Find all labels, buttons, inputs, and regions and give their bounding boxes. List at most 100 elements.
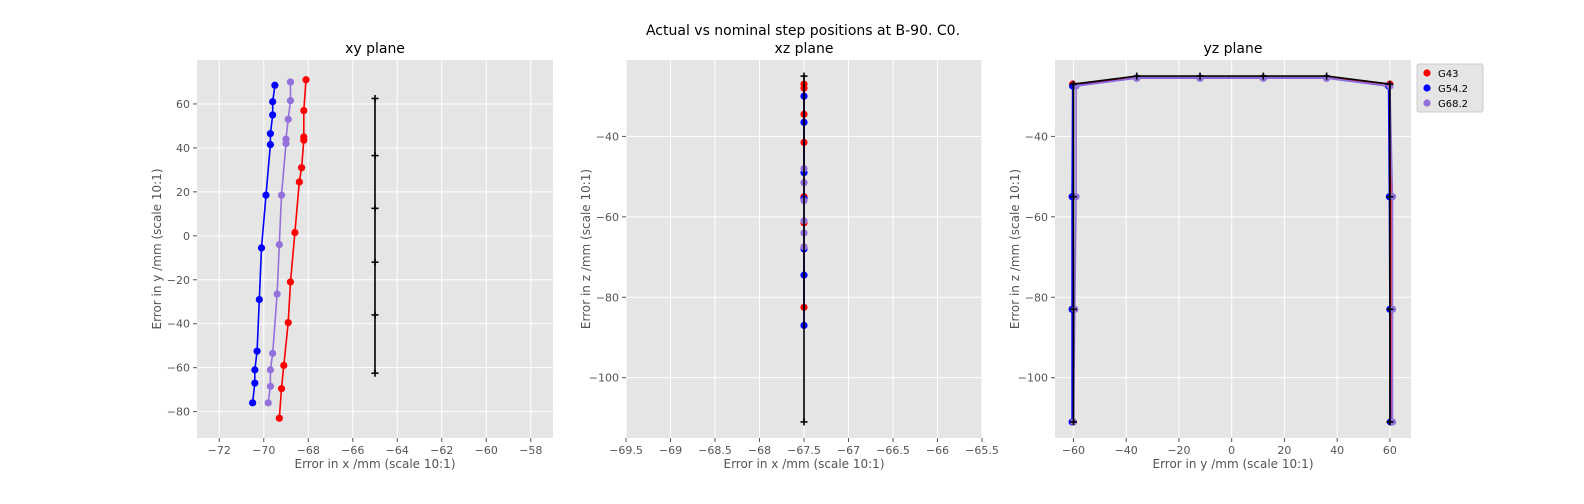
y-tick-label: 0 xyxy=(183,230,190,243)
x-tick-label: −64 xyxy=(386,444,409,457)
panels: −72 −70 −68 −66 −64 −62 −60 −58 −80 −60 −40 −20 0 20 4… xyxy=(150,41,1411,471)
nominal-point xyxy=(1386,418,1394,426)
nominal-point xyxy=(1386,305,1394,313)
data-point-g68-2 xyxy=(277,191,286,199)
legend-box xyxy=(1416,63,1484,113)
x-axis-label: Error in x /mm (scale 10:1) xyxy=(294,457,455,471)
y-tick-label: −80 xyxy=(1025,291,1048,304)
legend-marker xyxy=(1423,84,1431,92)
y-tick-label: 20 xyxy=(176,186,190,199)
x-tick-label: −60 xyxy=(1062,444,1085,457)
x-tick-label: −70 xyxy=(252,444,275,457)
nominal-point xyxy=(800,72,808,80)
series-line-g43 xyxy=(278,79,307,419)
data-point-g54-2 xyxy=(255,295,263,304)
data-point-g43 xyxy=(300,136,308,144)
nominal-point xyxy=(800,418,808,426)
data-point-g43 xyxy=(291,228,299,237)
x-tick-label: 0 xyxy=(1228,444,1235,457)
data-point-g43 xyxy=(277,384,286,393)
data-point-g54-2 xyxy=(253,347,261,355)
nominal-point xyxy=(1196,72,1204,80)
data-point-g54-2 xyxy=(269,111,277,119)
data-point-g43 xyxy=(295,178,303,186)
panel-title: xy plane xyxy=(345,41,405,57)
series-line-g68-2 xyxy=(1072,77,1394,422)
y-tick-label: −40 xyxy=(596,130,619,143)
series-group xyxy=(800,72,808,426)
data-point-g54-2 xyxy=(266,130,275,138)
legend-label: G68.2 xyxy=(1438,99,1468,110)
data-point-g43 xyxy=(286,278,295,286)
data-point-g68-2 xyxy=(286,78,295,86)
data-point-g68-2 xyxy=(269,349,277,357)
data-point-g54-2 xyxy=(269,98,277,106)
panel-2: −69.5 −69 −68.5 −68 −67.5 −67 −66.5 −66 −65.5 −10… xyxy=(579,41,999,471)
y-tick-label: −20 xyxy=(167,274,190,287)
data-point-g68-2 xyxy=(286,97,295,105)
nominal-point xyxy=(371,369,379,377)
y-tick-label: −40 xyxy=(1025,130,1048,143)
y-tick-label: −80 xyxy=(167,406,190,419)
data-point-g54-2 xyxy=(271,81,279,89)
series-group xyxy=(249,76,379,422)
y-axis-label: Error in z /mm (scale 10:1) xyxy=(579,169,593,329)
x-tick-label: −65.5 xyxy=(965,444,999,457)
panel-title: xz plane xyxy=(775,41,834,57)
data-point-g54-2 xyxy=(251,379,259,387)
nominal-point xyxy=(1323,72,1331,80)
data-point-g43 xyxy=(297,164,306,172)
y-axis-label: Error in z /mm (scale 10:1) xyxy=(1008,169,1022,329)
legend-label: G54.2 xyxy=(1438,84,1468,95)
data-point-g43 xyxy=(280,361,288,370)
legend-label: G43 xyxy=(1438,69,1458,80)
x-tick-label: −68.5 xyxy=(698,444,732,457)
data-point-g54-2 xyxy=(251,366,259,374)
x-tick-label: 20 xyxy=(1277,444,1291,457)
legend: G43 G54.2 G68.2 xyxy=(1416,63,1484,113)
x-tick-label: −40 xyxy=(1115,444,1138,457)
x-tick-label: −68 xyxy=(748,444,771,457)
nominal-point xyxy=(1069,305,1077,313)
nominal-point xyxy=(371,258,379,266)
panel-title: yz plane xyxy=(1204,41,1263,57)
nominal-point xyxy=(371,311,379,319)
data-point-g43 xyxy=(300,106,308,115)
panel-1: −72 −70 −68 −66 −64 −62 −60 −58 −80 −60 −40 −20 0 20 4… xyxy=(150,41,553,471)
x-tick-label: −62 xyxy=(430,444,453,457)
nominal-point xyxy=(371,204,379,212)
data-point-g43 xyxy=(284,319,292,327)
x-tick-label: −66 xyxy=(926,444,949,457)
y-axis-label: Error in y /mm (scale 10:1) xyxy=(150,168,164,329)
y-tick-label: −40 xyxy=(167,318,190,331)
figure-title: Actual vs nominal step positions at B-90… xyxy=(646,23,960,39)
data-point-g68-2 xyxy=(273,290,281,298)
nominal-point xyxy=(1259,72,1267,80)
data-point-g43 xyxy=(275,414,283,422)
nominal-point xyxy=(1069,80,1077,88)
x-tick-label: 40 xyxy=(1330,444,1344,457)
panel-3: −60 −40 −20 0 20 40 60 −100 −80 −60 −40 yz plane Err… xyxy=(1008,41,1411,471)
data-point-g68-2 xyxy=(275,241,283,249)
y-tick-label: −100 xyxy=(589,372,619,385)
x-axis-label: Error in y /mm (scale 10:1) xyxy=(1152,457,1313,471)
nominal-point xyxy=(371,152,379,160)
x-tick-label: −69.5 xyxy=(609,444,643,457)
data-point-g68-2 xyxy=(284,115,292,123)
y-tick-label: −60 xyxy=(167,362,190,375)
data-point-g68-2 xyxy=(266,366,275,374)
series-line-nominal xyxy=(1072,75,1391,422)
x-tick-label: −67.5 xyxy=(787,444,821,457)
nominal-point xyxy=(1386,80,1394,88)
data-point-g68-2 xyxy=(264,399,272,407)
x-tick-label: −72 xyxy=(208,444,231,457)
data-point-g54-2 xyxy=(257,244,266,252)
x-tick-label: 60 xyxy=(1383,444,1397,457)
x-tick-label: −20 xyxy=(1167,444,1190,457)
x-tick-label: −69 xyxy=(659,444,682,457)
nominal-point xyxy=(1386,193,1394,201)
legend-marker xyxy=(1423,69,1431,77)
y-tick-label: 60 xyxy=(176,98,190,111)
nominal-point xyxy=(371,94,379,102)
series-group xyxy=(1068,72,1397,426)
